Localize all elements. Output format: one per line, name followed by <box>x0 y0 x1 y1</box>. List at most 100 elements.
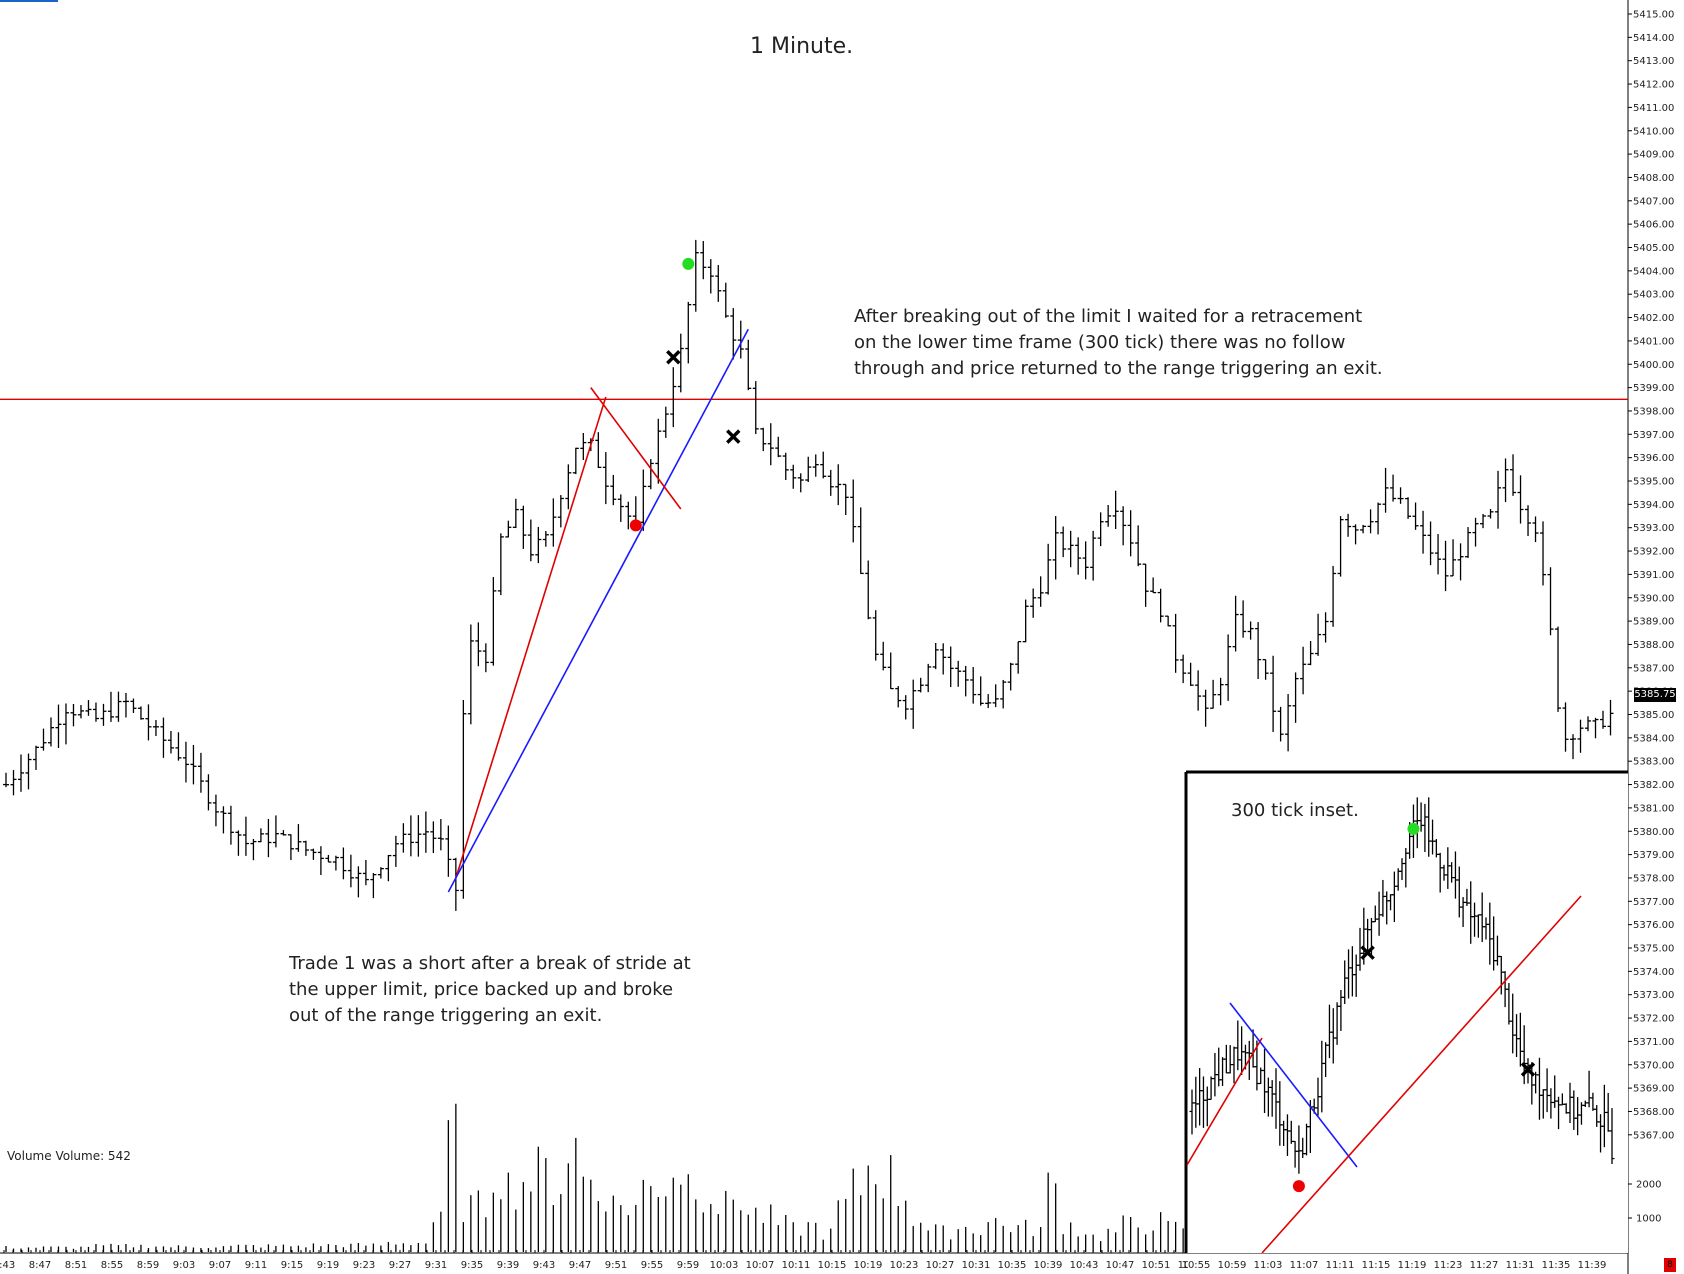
trade2-note-line-1: After breaking out of the limit I waited… <box>854 306 1363 327</box>
price-label: 5407.00 <box>1633 196 1674 207</box>
price-label: 5402.00 <box>1633 313 1674 324</box>
inset-time-label: 11:31 <box>1506 1260 1535 1271</box>
time-label: 8:51 <box>65 1260 87 1271</box>
inset-exit-x-mark <box>1360 945 1375 960</box>
time-label: 10:19 <box>854 1260 883 1271</box>
price-label: 5372.00 <box>1633 1014 1674 1025</box>
inset-time-label: 11:23 <box>1434 1260 1463 1271</box>
price-label: 5368.00 <box>1633 1107 1674 1118</box>
price-label: 5413.00 <box>1633 56 1674 67</box>
time-label: 8:43 <box>0 1260 15 1271</box>
trade1-note-line-1: Trade 1 was a short after a break of str… <box>289 953 691 974</box>
time-label: 10:11 <box>782 1260 811 1271</box>
red-entry-dot <box>629 519 642 532</box>
inset-time-label: 10:55 <box>1182 1260 1211 1271</box>
price-label: 5394.00 <box>1633 500 1674 511</box>
time-label: 9:19 <box>317 1260 339 1271</box>
time-label: 9:07 <box>209 1260 231 1271</box>
price-label: 5404.00 <box>1633 266 1674 277</box>
inset-time-label: 11:35 <box>1542 1260 1571 1271</box>
green-entry-dot <box>682 257 695 270</box>
time-label: 10:27 <box>926 1260 955 1271</box>
price-label: 5395.00 <box>1633 477 1674 488</box>
price-label: 5410.00 <box>1633 126 1674 137</box>
corner-badge[interactable]: 8 <box>1664 1258 1676 1272</box>
time-label: 8:55 <box>101 1260 123 1271</box>
trade2-note-line-2: on the lower time frame (300 tick) there… <box>854 332 1346 353</box>
inset-time-label: 11:11 <box>1326 1260 1355 1271</box>
time-label: 9:15 <box>281 1260 303 1271</box>
price-label: 5374.00 <box>1633 967 1674 978</box>
price-label: 5376.00 <box>1633 920 1674 931</box>
price-label: 5388.00 <box>1633 640 1674 651</box>
chart-title: 1 Minute. <box>750 34 854 59</box>
time-label: 8:59 <box>137 1260 159 1271</box>
time-label: 9:23 <box>353 1260 375 1271</box>
price-label: 5403.00 <box>1633 290 1674 301</box>
price-label: 5381.00 <box>1633 803 1674 814</box>
price-label: 5405.00 <box>1633 243 1674 254</box>
inset-time-label: 11:27 <box>1470 1260 1499 1271</box>
price-label: 5382.00 <box>1633 780 1674 791</box>
time-label: 9:35 <box>461 1260 483 1271</box>
price-label: 5369.00 <box>1633 1084 1674 1095</box>
time-label: 10:43 <box>1070 1260 1099 1271</box>
inset-exit-x-mark <box>1520 1062 1536 1077</box>
inset-time-label: 11:15 <box>1362 1260 1391 1271</box>
time-label: 10:39 <box>1034 1260 1063 1271</box>
inset-time-label: 10:59 <box>1218 1260 1247 1271</box>
time-label: 9:59 <box>677 1260 699 1271</box>
price-label: 5398.00 <box>1633 406 1674 417</box>
price-label: 5377.00 <box>1633 897 1674 908</box>
time-label: 9:55 <box>641 1260 663 1271</box>
red-up-trendline <box>455 396 607 879</box>
top-left-tab-indicator[interactable] <box>0 0 58 2</box>
time-label: 10:15 <box>818 1260 847 1271</box>
time-label: 9:31 <box>425 1260 447 1271</box>
price-label: 5387.00 <box>1633 663 1674 674</box>
price-label: 5380.00 <box>1633 827 1674 838</box>
blue-up-trendline <box>447 328 749 893</box>
time-label: 9:47 <box>569 1260 591 1271</box>
trade1-note: Trade 1 was a short after a break of str… <box>289 951 691 1029</box>
price-label: 5391.00 <box>1633 570 1674 581</box>
inset-time-bg <box>1188 1255 1626 1273</box>
time-label: 9:39 <box>497 1260 519 1271</box>
price-label: 5393.00 <box>1633 523 1674 534</box>
price-label: 5378.00 <box>1633 873 1674 884</box>
inset-red-short-line <box>1186 1037 1263 1166</box>
price-label: 5389.00 <box>1633 617 1674 628</box>
time-label: 10:47 <box>1106 1260 1135 1271</box>
time-label: 9:27 <box>389 1260 411 1271</box>
price-label: 5384.00 <box>1633 733 1674 744</box>
price-label: 5385.00 <box>1633 710 1674 721</box>
price-label: 5397.00 <box>1633 430 1674 441</box>
price-label: 5406.00 <box>1633 220 1674 231</box>
inset-red-up-line <box>1261 895 1582 1254</box>
price-label: 5375.00 <box>1633 944 1674 955</box>
red-down-trendline <box>590 387 682 510</box>
price-label: 5392.00 <box>1633 547 1674 558</box>
last-price-tag: 5385.75 <box>1634 688 1676 702</box>
price-label: 5414.00 <box>1633 33 1674 44</box>
inset-title: 300 tick inset. <box>1231 800 1359 821</box>
trade2-note-line-3: through and price returned to the range … <box>854 358 1383 379</box>
volume-label: Volume Volume: 542 <box>7 1149 131 1163</box>
price-label: 5367.00 <box>1633 1130 1674 1141</box>
time-label: 9:11 <box>245 1260 267 1271</box>
price-label: 5373.00 <box>1633 990 1674 1001</box>
price-label: 5415.00 <box>1633 10 1674 21</box>
inset-green-entry-dot <box>1407 822 1420 835</box>
inset-time-label: 11:39 <box>1578 1260 1607 1271</box>
price-label: 5390.00 <box>1633 593 1674 604</box>
inset-blue-down-line <box>1229 1002 1358 1168</box>
price-label: 5408.00 <box>1633 173 1674 184</box>
volume-axis-label: 1000 <box>1636 1214 1661 1225</box>
time-label: 10:35 <box>998 1260 1027 1271</box>
trade1-note-line-2: the upper limit, price backed up and bro… <box>289 979 674 1000</box>
time-label: 10:03 <box>710 1260 739 1271</box>
price-label: 5399.00 <box>1633 383 1674 394</box>
trade2-note: After breaking out of the limit I waited… <box>854 304 1383 382</box>
price-label: 5396.00 <box>1633 453 1674 464</box>
time-label: 10:51 <box>1142 1260 1171 1271</box>
